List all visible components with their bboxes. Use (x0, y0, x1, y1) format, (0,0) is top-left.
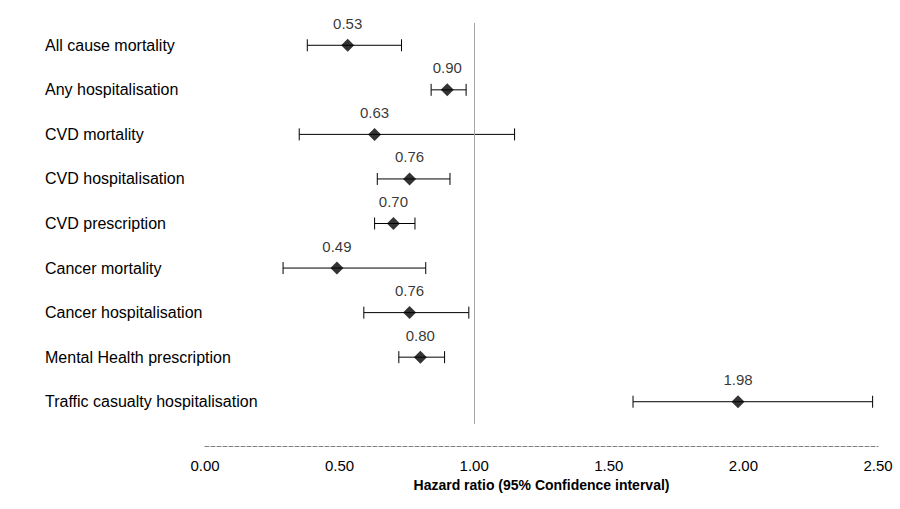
svg-text:CVD mortality: CVD mortality (45, 126, 144, 143)
svg-text:Hazard ratio (95% Confidence i: Hazard ratio (95% Confidence interval) (414, 477, 670, 493)
svg-text:Cancer mortality: Cancer mortality (45, 260, 161, 277)
svg-text:1.50: 1.50 (594, 457, 623, 474)
svg-text:Mental Health prescription: Mental Health prescription (45, 349, 231, 366)
svg-text:0.00: 0.00 (190, 457, 219, 474)
svg-text:0.76: 0.76 (395, 282, 424, 299)
svg-text:Traffic casualty hospitalisati: Traffic casualty hospitalisation (45, 393, 258, 410)
svg-text:0.90: 0.90 (433, 59, 462, 76)
svg-text:0.63: 0.63 (360, 104, 389, 121)
svg-text:All cause mortality: All cause mortality (45, 37, 175, 54)
svg-text:2.00: 2.00 (729, 457, 758, 474)
svg-text:Any hospitalisation: Any hospitalisation (45, 81, 178, 98)
svg-text:0.53: 0.53 (333, 15, 362, 32)
svg-text:0.50: 0.50 (325, 457, 354, 474)
svg-text:0.70: 0.70 (379, 193, 408, 210)
svg-text:1.00: 1.00 (460, 457, 489, 474)
svg-text:0.49: 0.49 (322, 238, 351, 255)
svg-text:CVD prescription: CVD prescription (45, 215, 166, 232)
svg-text:CVD hospitalisation: CVD hospitalisation (45, 170, 185, 187)
svg-text:Cancer hospitalisation: Cancer hospitalisation (45, 304, 202, 321)
svg-text:2.50: 2.50 (863, 457, 892, 474)
svg-text:0.76: 0.76 (395, 148, 424, 165)
svg-text:0.80: 0.80 (406, 327, 435, 344)
svg-text:1.98: 1.98 (723, 371, 752, 388)
